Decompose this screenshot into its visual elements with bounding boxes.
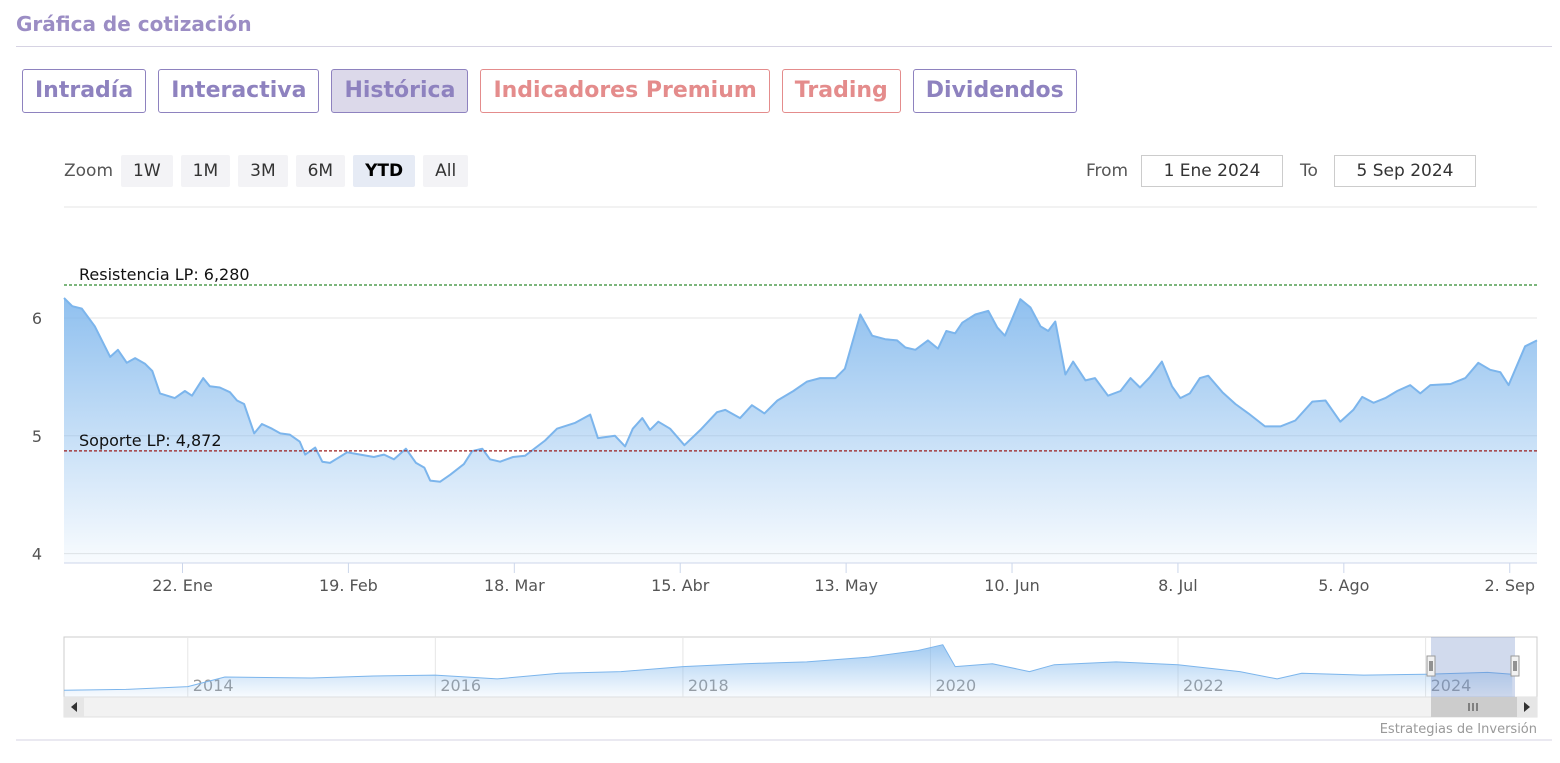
x-tick-label: 15. Abr xyxy=(651,576,710,595)
y-tick-label: 6 xyxy=(32,309,42,328)
x-tick-label: 19. Feb xyxy=(319,576,378,595)
zoom-label: Zoom xyxy=(64,161,114,181)
x-tick-label: 8. Jul xyxy=(1158,576,1198,595)
handle-grip xyxy=(1513,661,1517,671)
x-tick-label: 22. Ene xyxy=(152,576,213,595)
x-tick-label: 18. Mar xyxy=(484,576,545,595)
tab[interactable]: Indicadores Premium xyxy=(480,69,770,113)
zoom-button[interactable]: All xyxy=(423,155,469,187)
tab-bar: Intradía Interactiva Histórica Indicadores … xyxy=(22,69,1077,113)
area-fill xyxy=(64,644,1513,697)
x-tick-label: 2. Sep xyxy=(1484,576,1535,595)
scroll-thumb[interactable] xyxy=(1431,697,1517,717)
level-label: Soporte LP: 4,872 xyxy=(79,431,222,450)
tab[interactable]: Interactiva xyxy=(158,69,320,113)
to-label: To xyxy=(1300,161,1318,181)
y-tick-label: 5 xyxy=(32,427,42,446)
y-tick-label: 4 xyxy=(32,545,42,564)
navigator-selection xyxy=(1431,637,1515,697)
x-tick-label: 13. May xyxy=(814,576,878,595)
from-label: From xyxy=(1086,161,1129,181)
zoom-button[interactable]: YTD xyxy=(353,155,416,187)
zoom-button[interactable]: 6M xyxy=(295,155,346,187)
arrow-right xyxy=(1524,702,1530,712)
zoom-button[interactable]: 1W xyxy=(121,155,173,187)
level-label: Resistencia LP: 6,280 xyxy=(79,265,250,284)
tab[interactable]: Dividendos xyxy=(912,69,1077,113)
thumb-grip xyxy=(1468,703,1478,711)
zoom-button[interactable]: 3M xyxy=(238,155,288,187)
zoom-bar: Zoom 1W 1M 3M 6M YTD All xyxy=(64,155,469,187)
tab[interactable]: Intradía xyxy=(22,69,147,113)
from-input[interactable]: 1 Ene 2024 xyxy=(1141,155,1283,187)
tab[interactable]: Histórica xyxy=(331,69,469,113)
section-title: Gráfica de cotización xyxy=(16,12,252,36)
zoom-button[interactable]: 1M xyxy=(180,155,231,187)
price-line xyxy=(63,644,1513,691)
x-tick-label: 5. Ago xyxy=(1318,576,1369,595)
credits: Estrategias de Inversión xyxy=(1380,722,1537,737)
tab[interactable]: Trading xyxy=(781,69,901,113)
price-line xyxy=(63,297,1538,483)
handle-grip xyxy=(1429,661,1433,671)
divider xyxy=(16,46,1552,47)
x-tick-label: 10. Jun xyxy=(984,576,1040,595)
to-input[interactable]: 5 Sep 2024 xyxy=(1334,155,1476,187)
area-fill xyxy=(64,298,1537,563)
navigator-handle[interactable] xyxy=(1426,655,1436,677)
scrollbar[interactable] xyxy=(63,696,1538,718)
arrow-left xyxy=(71,702,77,712)
navigator-handle[interactable] xyxy=(1510,655,1520,677)
